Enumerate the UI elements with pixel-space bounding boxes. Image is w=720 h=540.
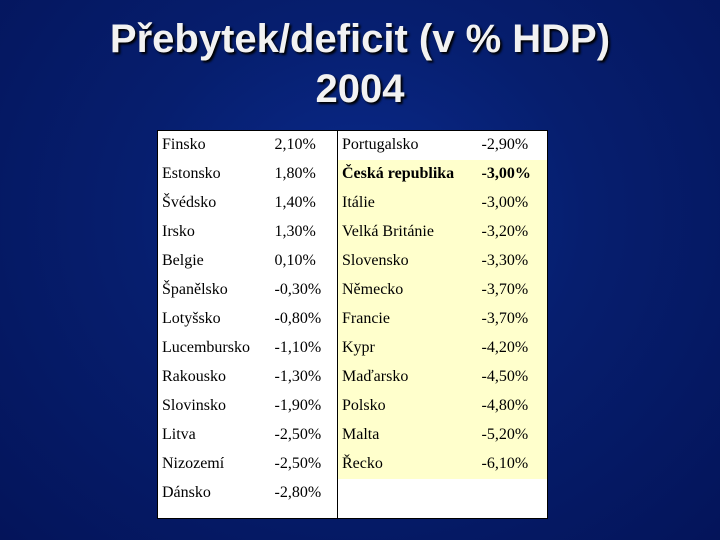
right-value-cell: -3,00%	[477, 188, 548, 218]
right-value-cell: -3,30%	[477, 246, 548, 276]
table-row: Litva -2,50% Malta -5,20%	[158, 420, 548, 450]
right-country-cell: Německo	[337, 275, 478, 305]
right-country-cell: Portugalsko	[337, 130, 478, 160]
right-value-cell	[477, 478, 548, 519]
left-country-cell: Dánsko	[162, 483, 211, 501]
left-country-cell: Belgie	[162, 251, 204, 269]
title-line-1: Přebytek/deficit (v % HDP)	[109, 17, 611, 61]
left-country-cell: Rakousko	[162, 367, 226, 385]
left-country-cell: Finsko	[162, 136, 206, 153]
left-value-cell: -2,80%	[274, 483, 322, 501]
table-row: Nizozemí -2,50% Řecko -6,10%	[158, 449, 548, 479]
left-country-cell: Slovinsko	[162, 396, 227, 414]
left-country-cell: Švédsko	[162, 193, 217, 211]
left-country-cell: Estonsko	[162, 164, 221, 182]
right-value-cell: -4,20%	[477, 333, 548, 363]
left-value-cell: -1,10%	[274, 338, 322, 356]
table-row: Lotyšsko -0,80% Francie -3,70%	[158, 304, 548, 334]
right-country-cell	[337, 478, 478, 519]
table-row: Rakousko -1,30% Maďarsko -4,50%	[158, 362, 548, 392]
left-value-cell: -1,90%	[274, 396, 322, 414]
left-country-cell: Nizozemí	[162, 454, 225, 472]
right-country-cell: Polsko	[337, 391, 478, 421]
table-row: Finsko 2,10% Portugalsko -2,90%	[158, 130, 548, 160]
table-row: Belgie 0,10% Slovensko -3,30%	[158, 246, 548, 276]
right-country-cell: Malta	[337, 420, 478, 450]
left-value-cell: -2,50%	[274, 425, 322, 443]
left-country-cell: Irsko	[162, 222, 195, 240]
left-value-cell: 1,40%	[274, 193, 316, 211]
right-value-cell: -3,20%	[477, 217, 548, 247]
right-country-cell: Velká Británie	[337, 217, 478, 247]
left-value-cell: 1,30%	[274, 222, 316, 240]
right-country-cell: Řecko	[337, 449, 478, 479]
left-country-cell: Litva	[162, 425, 196, 443]
slide-title: Přebytek/deficit (v % HDP) 2004	[0, 14, 720, 114]
right-value-cell: -4,50%	[477, 362, 548, 392]
right-value-cell: -3,00%	[477, 159, 548, 189]
left-value-cell: 0,10%	[274, 251, 316, 269]
table-row: Španělsko -0,30% Německo -3,70%	[158, 275, 548, 305]
right-value-cell: -3,70%	[477, 275, 548, 305]
right-country-cell: Francie	[337, 304, 478, 334]
right-value-cell: -2,90%	[477, 130, 548, 160]
deficit-table: Finsko 2,10% Portugalsko -2,90% Estonsko 1,80…	[157, 130, 548, 519]
right-country-cell: Slovensko	[337, 246, 478, 276]
right-country-cell: Maďarsko	[337, 362, 478, 392]
left-country-cell: Lucembursko	[162, 338, 250, 356]
table-row: Lucembursko -1,10% Kypr -4,20%	[158, 333, 548, 363]
left-country-cell: Lotyšsko	[162, 309, 221, 327]
table-row: Slovinsko -1,90% Polsko -4,80%	[158, 391, 548, 421]
right-country-cell: Kypr	[337, 333, 478, 363]
left-value-cell: -0,30%	[274, 280, 322, 298]
table-row: Dánsko -2,80%	[158, 478, 548, 519]
right-country-cell: Česká republika	[337, 159, 478, 189]
right-value-cell: -5,20%	[477, 420, 548, 450]
right-country-cell: Itálie	[337, 188, 478, 218]
title-line-2: 2004	[315, 67, 405, 111]
right-value-cell: -3,70%	[477, 304, 548, 334]
table-row: Estonsko 1,80% Česká republika -3,00%	[158, 159, 548, 189]
left-country-cell: Španělsko	[162, 280, 228, 298]
left-value-cell: 2,10%	[274, 136, 316, 153]
left-value-cell: 1,80%	[274, 164, 316, 182]
right-value-cell: -6,10%	[477, 449, 548, 479]
table-row: Švédsko 1,40% Itálie -3,00%	[158, 188, 548, 218]
table-row: Irsko 1,30% Velká Británie -3,20%	[158, 217, 548, 247]
right-value-cell: -4,80%	[477, 391, 548, 421]
left-value-cell: -2,50%	[274, 454, 322, 472]
left-value-cell: -1,30%	[274, 367, 322, 385]
left-value-cell: -0,80%	[274, 309, 322, 327]
